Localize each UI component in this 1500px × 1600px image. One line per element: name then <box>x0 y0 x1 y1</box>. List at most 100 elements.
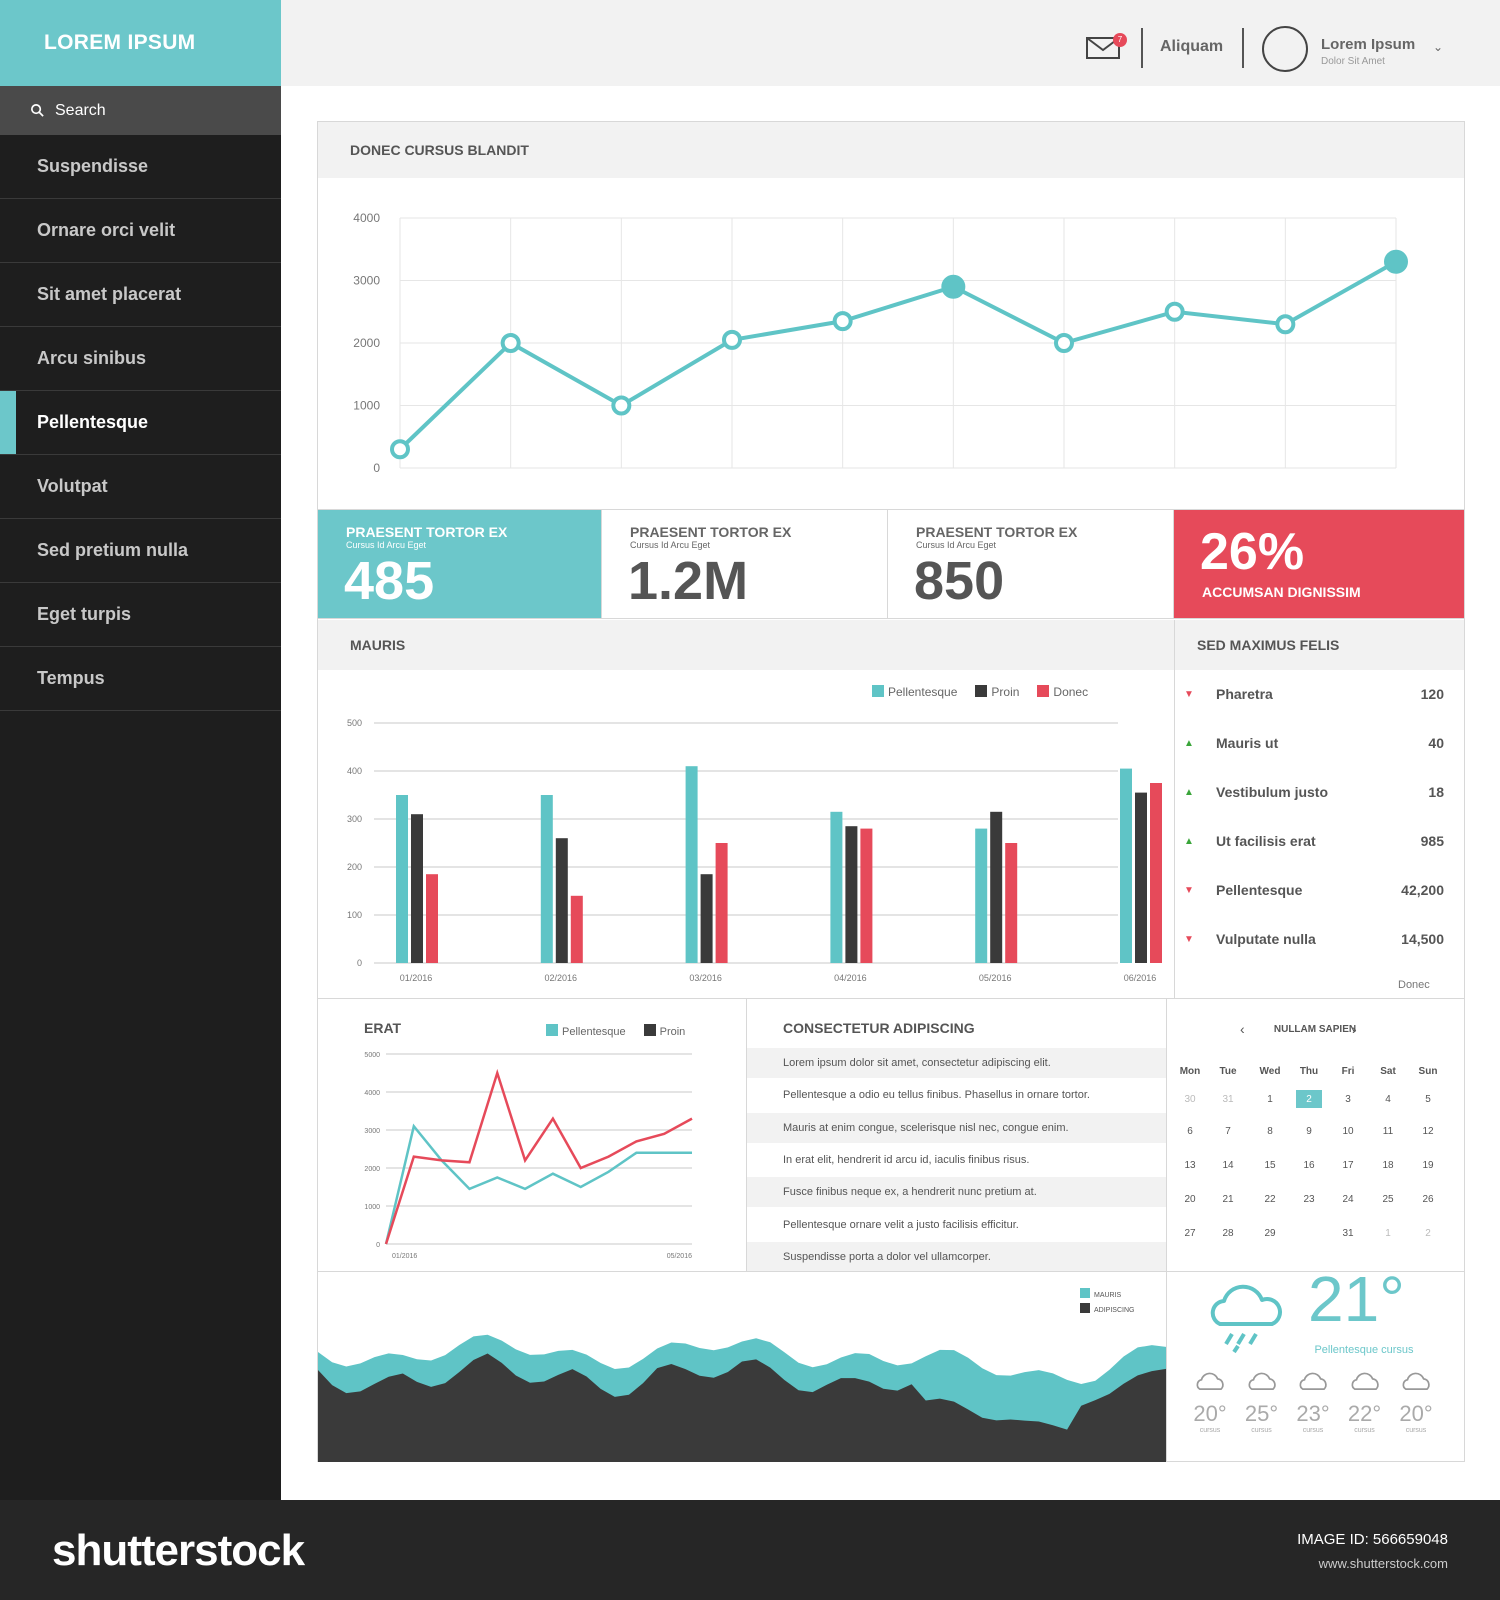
calendar-day[interactable]: 15 <box>1264 1160 1276 1171</box>
cloud-icon <box>1196 1372 1224 1390</box>
section-header: SED MAXIMUS FELIS <box>1174 620 1464 670</box>
list-item[interactable]: ▼ Pellentesque 42,200 <box>1184 878 1444 902</box>
list-item[interactable]: ▲ Ut facilisis erat 985 <box>1184 829 1444 853</box>
text-row[interactable]: Suspendisse porta a dolor vel ullamcorpe… <box>747 1241 1166 1272</box>
watermark-footer: shutterstock IMAGE ID: 566659048 www.shu… <box>0 1500 1500 1600</box>
main-line-chart: 4000 3000 2000 1000 0 <box>353 211 1408 475</box>
divider <box>1141 28 1143 68</box>
text-row[interactable]: Mauris at enim congue, scelerisque nisl … <box>747 1112 1166 1143</box>
calendar-day[interactable]: 18 <box>1382 1160 1394 1171</box>
aliquam-link[interactable]: Aliquam <box>1160 38 1224 55</box>
calendar-day[interactable]: 31 <box>1222 1094 1234 1105</box>
calendar-day[interactable]: 25 <box>1382 1194 1394 1205</box>
x-tick-label: 04/2016 <box>834 973 867 983</box>
list-item-label: Ut facilisis erat <box>1216 833 1316 849</box>
sidebar-item[interactable]: Eget turpis <box>0 583 281 647</box>
calendar-day[interactable]: 6 <box>1187 1126 1193 1137</box>
stat-tile[interactable]: PRAESENT TORTOR EX Cursus Id Arcu Eget 1… <box>602 509 888 619</box>
calendar-day[interactable]: 24 <box>1342 1194 1354 1205</box>
calendar-day[interactable]: 7 <box>1225 1126 1231 1137</box>
bar <box>830 811 843 963</box>
calendar-day[interactable]: 21 <box>1222 1194 1234 1205</box>
sidebar-item[interactable]: Tempus <box>0 647 281 711</box>
divider <box>318 1271 1464 1272</box>
calendar-day[interactable]: 23 <box>1303 1194 1315 1205</box>
legend-item: Pellentesque <box>872 685 957 699</box>
text-row[interactable]: Fusce finibus neque ex, a hendrerit nunc… <box>747 1177 1166 1208</box>
y-tick-label: 1000 <box>353 399 380 413</box>
calendar-day[interactable]: 13 <box>1184 1160 1196 1171</box>
calendar-title: NULLAM SAPIEN <box>1273 1024 1357 1035</box>
calendar-day[interactable]: 9 <box>1306 1126 1312 1137</box>
calendar-day[interactable]: 1 <box>1267 1094 1273 1105</box>
calendar-day[interactable]: 20 <box>1184 1194 1196 1205</box>
data-point <box>1275 314 1296 335</box>
text-row[interactable]: Pellentesque a odio eu tellus finibus. P… <box>783 1089 1090 1102</box>
avatar[interactable] <box>1262 26 1308 72</box>
calendar-day-header: Sat <box>1380 1066 1396 1077</box>
calendar-day[interactable]: 26 <box>1422 1194 1434 1205</box>
calendar-day[interactable]: 12 <box>1422 1126 1434 1137</box>
sidebar-item[interactable]: Volutpat <box>0 455 281 519</box>
sidebar: LOREM IPSUM Search Suspendisse Ornare orc… <box>0 0 281 1500</box>
chevron-right-icon[interactable]: › <box>1352 1021 1357 1037</box>
bar-chart: 500 400 300 200 100 0 01/2016 02/2016 03/2016 04/… <box>347 718 1162 983</box>
sidebar-item[interactable]: Ornare orci velit <box>0 199 281 263</box>
text-row[interactable]: In erat elit, hendrerit id arcu id, iacu… <box>783 1153 1030 1166</box>
calendar-day[interactable]: 17 <box>1342 1160 1354 1171</box>
divider <box>746 999 747 1271</box>
calendar-day[interactable]: 29 <box>1264 1228 1276 1239</box>
chevron-down-icon[interactable]: ⌄ <box>1433 40 1444 54</box>
calendar-day[interactable]: 2 <box>1306 1094 1312 1105</box>
calendar-day[interactable]: 5 <box>1425 1094 1431 1105</box>
list-item[interactable]: ▲ Vestibulum justo 18 <box>1184 780 1444 804</box>
list-item[interactable]: ▲ Mauris ut 40 <box>1184 731 1444 755</box>
calendar-day[interactable]: 28 <box>1222 1228 1234 1239</box>
bar <box>426 874 438 963</box>
stat-tile-highlight[interactable]: 26% ACCUMSAN DIGNISSIM <box>1174 509 1464 619</box>
calendar-day[interactable]: 11 <box>1382 1126 1394 1137</box>
calendar-day[interactable]: 14 <box>1222 1160 1234 1171</box>
calendar-day[interactable]: 19 <box>1422 1160 1434 1171</box>
forecast-temp: 23° <box>1296 1401 1330 1426</box>
rain-cloud-icon <box>1210 1284 1282 1354</box>
calendar-day[interactable]: 22 <box>1264 1194 1276 1205</box>
calendar-day[interactable]: 1 <box>1385 1228 1391 1239</box>
dashboard-panel: DONEC CURSUS BLANDIT 4000 3000 2000 1000 0 P… <box>317 121 1465 1462</box>
calendar-day[interactable]: 10 <box>1342 1126 1354 1137</box>
calendar-day[interactable]: 4 <box>1385 1094 1391 1105</box>
calendar-day[interactable]: 3 <box>1345 1094 1351 1105</box>
user-name[interactable]: Lorem Ipsum <box>1321 36 1416 53</box>
data-point <box>500 333 521 353</box>
sidebar-item[interactable]: Pellentesque <box>0 391 281 455</box>
sidebar-item[interactable]: Sed pretium nulla <box>0 519 281 583</box>
weather-label: Pellentesque cursus <box>1314 1344 1414 1356</box>
list-footer[interactable]: Donec <box>1398 979 1430 991</box>
calendar-day[interactable]: 27 <box>1184 1228 1196 1239</box>
tile-sub: Cursus Id Arcu Eget <box>346 540 427 550</box>
calendar-day[interactable]: 30 <box>1184 1094 1196 1105</box>
search-input[interactable]: Search <box>55 101 106 119</box>
data-point <box>390 439 410 460</box>
chevron-left-icon[interactable]: ‹ <box>1240 1021 1245 1037</box>
sidebar-item[interactable]: Arcu sinibus <box>0 327 281 391</box>
calendar-day[interactable]: 31 <box>1342 1228 1354 1239</box>
text-row[interactable]: Pellentesque ornare velit a justo facili… <box>783 1218 1019 1231</box>
stat-tile[interactable]: PRAESENT TORTOR EX Cursus Id Arcu Eget 4… <box>318 509 602 619</box>
sidebar-item[interactable]: Sit amet placerat <box>0 263 281 327</box>
list-item[interactable]: ▼ Pharetra 120 <box>1184 682 1444 706</box>
forecast-day: 25° cursus <box>1236 1372 1288 1434</box>
data-point <box>722 329 742 350</box>
sidebar-item[interactable]: Suspendisse <box>0 135 281 199</box>
brand-logo[interactable]: LOREM IPSUM <box>0 0 281 86</box>
search-bar[interactable]: Search <box>0 86 281 135</box>
calendar-day[interactable]: 16 <box>1303 1160 1315 1171</box>
area-series <box>318 1353 1166 1462</box>
calendar-day[interactable]: 2 <box>1425 1228 1431 1239</box>
calendar-day[interactable]: 8 <box>1267 1126 1273 1137</box>
list-item[interactable]: ▼ Vulputate nulla 14,500 <box>1184 927 1444 951</box>
tile-label: ACCUMSAN DIGNISSIM <box>1202 584 1361 600</box>
bar <box>700 874 713 963</box>
text-row[interactable]: Lorem ipsum dolor sit amet, consectetur … <box>747 1048 1166 1078</box>
stat-tile[interactable]: PRAESENT TORTOR EX Cursus Id Arcu Eget 8… <box>888 509 1174 619</box>
